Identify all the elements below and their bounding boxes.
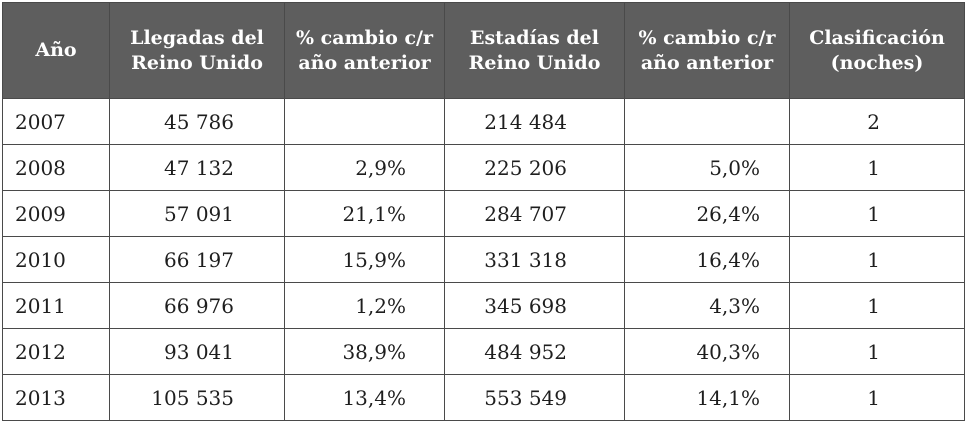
cell-classification: 2 (789, 98, 965, 145)
cell-stays: 484 952 (444, 328, 625, 375)
table-row: 2007 45 786 214 484 2 (2, 98, 965, 145)
cell-arrivals: 45 786 (109, 98, 285, 145)
cell-stays-change: 16,4% (624, 236, 790, 283)
cell-arrivals-change: 15,9% (284, 236, 445, 283)
cell-stays: 553 549 (444, 374, 625, 421)
cell-stays-change: 14,1% (624, 374, 790, 421)
header-year-line-1: Año (35, 39, 77, 61)
cell-year: 2009 (2, 190, 110, 237)
cell-arrivals-change: 21,1% (284, 190, 445, 237)
cell-arrivals: 93 041 (109, 328, 285, 375)
cell-arrivals: 66 197 (109, 236, 285, 283)
header-stays-line-1: Estadías del (470, 26, 599, 49)
cell-classification: 1 (789, 328, 965, 375)
cell-classification: 1 (789, 282, 965, 329)
header-stays-change: % cambio c/r año anterior (624, 2, 790, 99)
cell-year: 2012 (2, 328, 110, 375)
table-row: 2008 47 132 2,9% 225 206 5,0% 1 (2, 144, 965, 191)
cell-classification: 1 (789, 374, 965, 421)
cell-arrivals-change: 13,4% (284, 374, 445, 421)
header-classification-line-2: (noches) (830, 51, 924, 74)
header-arrivals-change-line-1: % cambio c/r (296, 26, 433, 49)
cell-stays-change: 40,3% (624, 328, 790, 375)
cell-classification: 1 (789, 236, 965, 283)
header-stays-line-2: Reino Unido (468, 51, 601, 74)
header-stays-change-line-1: % cambio c/r (638, 26, 776, 49)
cell-stays-change (624, 98, 790, 145)
header-year: Año (2, 2, 110, 99)
cell-stays: 284 707 (444, 190, 625, 237)
cell-year: 2008 (2, 144, 110, 191)
cell-year: 2011 (2, 282, 110, 329)
cell-arrivals-change: 38,9% (284, 328, 445, 375)
cell-arrivals: 105 535 (109, 374, 285, 421)
cell-year: 2007 (2, 98, 110, 145)
header-arrivals-change-line-2: año anterior (298, 51, 431, 74)
cell-stays: 225 206 (444, 144, 625, 191)
header-arrivals-line-1: Llegadas del (130, 26, 264, 49)
table-body: 2007 45 786 214 484 2 2008 47 132 2,9% 2… (2, 98, 965, 421)
header-stays-change-line-2: año anterior (640, 51, 774, 74)
table-row: 2013 105 535 13,4% 553 549 14,1% 1 (2, 374, 965, 421)
table-row: 2011 66 976 1,2% 345 698 4,3% 1 (2, 282, 965, 329)
cell-arrivals: 66 976 (109, 282, 285, 329)
header-classification: Clasificación (noches) (789, 2, 965, 99)
header-row: Año Llegadas del Reino Unido % cambio c/r… (2, 2, 965, 99)
table-row: 2009 57 091 21,1% 284 707 26,4% 1 (2, 190, 965, 237)
header-arrivals: Llegadas del Reino Unido (109, 2, 285, 99)
cell-classification: 1 (789, 144, 965, 191)
cell-stays-change: 5,0% (624, 144, 790, 191)
cell-stays: 214 484 (444, 98, 625, 145)
cell-arrivals-change: 2,9% (284, 144, 445, 191)
cell-year: 2013 (2, 374, 110, 421)
cell-arrivals-change (284, 98, 445, 145)
cell-arrivals-change: 1,2% (284, 282, 445, 329)
cell-stays-change: 4,3% (624, 282, 790, 329)
header-arrivals-change: % cambio c/r año anterior (284, 2, 445, 99)
cell-classification: 1 (789, 190, 965, 237)
cell-arrivals: 57 091 (109, 190, 285, 237)
cell-year: 2010 (2, 236, 110, 283)
table-row: 2012 93 041 38,9% 484 952 40,3% 1 (2, 328, 965, 375)
cell-stays-change: 26,4% (624, 190, 790, 237)
header-arrivals-line-2: Reino Unido (131, 51, 263, 74)
cell-arrivals: 47 132 (109, 144, 285, 191)
header-stays: Estadías del Reino Unido (444, 2, 625, 99)
header-classification-line-1: Clasificación (809, 26, 945, 49)
cell-stays: 345 698 (444, 282, 625, 329)
table-row: 2010 66 197 15,9% 331 318 16,4% 1 (2, 236, 965, 283)
table-header: Año Llegadas del Reino Unido % cambio c/r… (2, 2, 965, 99)
cell-stays: 331 318 (444, 236, 625, 283)
